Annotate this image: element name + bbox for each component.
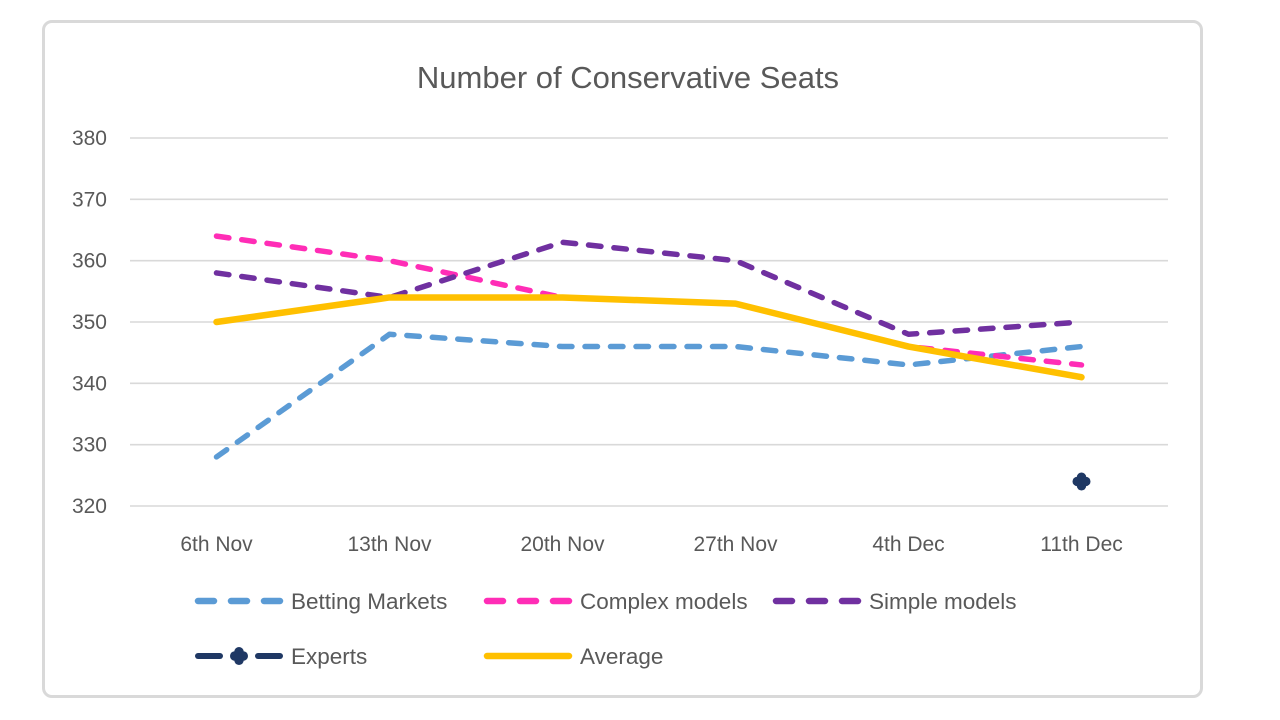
legend: Betting Markets Complex models Simple mode…	[194, 589, 1017, 669]
y-tick-label-330: 330	[72, 434, 107, 457]
legend-item-experts: Experts	[195, 644, 367, 669]
series-line-simple-models	[213, 239, 1085, 338]
legend-label-complex-models: Complex models	[580, 589, 748, 614]
legend-label-average: Average	[580, 644, 663, 669]
chart-title: Number of Conservative Seats	[417, 60, 839, 95]
y-tick-label-380: 380	[72, 127, 107, 150]
x-tick-label-4: 4th Dec	[872, 533, 944, 556]
legend-marker-experts-dot	[230, 651, 240, 661]
legend-label-experts: Experts	[291, 644, 367, 669]
y-tick-label-370: 370	[72, 188, 107, 211]
x-axis-labels: 6th Nov 13th Nov 20th Nov 27th Nov 4th Dec 11…	[180, 533, 1122, 556]
series-marker-experts	[1072, 472, 1091, 491]
x-tick-label-2: 20th Nov	[520, 533, 605, 556]
legend-label-betting-markets: Betting Markets	[291, 589, 447, 614]
series-marker-experts-dot	[1072, 476, 1082, 487]
x-tick-label-1: 13th Nov	[347, 533, 432, 556]
series-marker-experts-dot	[1081, 476, 1091, 487]
legend-marker-experts	[230, 647, 248, 665]
y-tick-label-320: 320	[72, 495, 107, 518]
x-tick-label-0: 6th Nov	[180, 533, 253, 556]
legend-item-simple-models: Simple models	[772, 589, 1017, 614]
x-tick-label-3: 27th Nov	[693, 533, 778, 556]
y-tick-label-350: 350	[72, 311, 107, 334]
gridlines	[130, 137, 1168, 507]
legend-item-betting-markets: Betting Markets	[194, 589, 447, 614]
y-tick-label-360: 360	[72, 250, 107, 273]
legend-item-average: Average	[483, 644, 663, 669]
x-tick-label-5: 11th Dec	[1040, 533, 1123, 556]
legend-item-complex-models: Complex models	[483, 589, 748, 614]
legend-marker-experts-dot	[238, 651, 248, 661]
y-axis-labels: 320 330 340 350 360 370 380	[72, 127, 107, 518]
series-line-average	[213, 294, 1085, 381]
legend-label-simple-models: Simple models	[869, 589, 1017, 614]
y-tick-label-340: 340	[72, 372, 107, 395]
series-line-betting-markets	[213, 331, 1085, 460]
series-lines	[213, 233, 1091, 491]
